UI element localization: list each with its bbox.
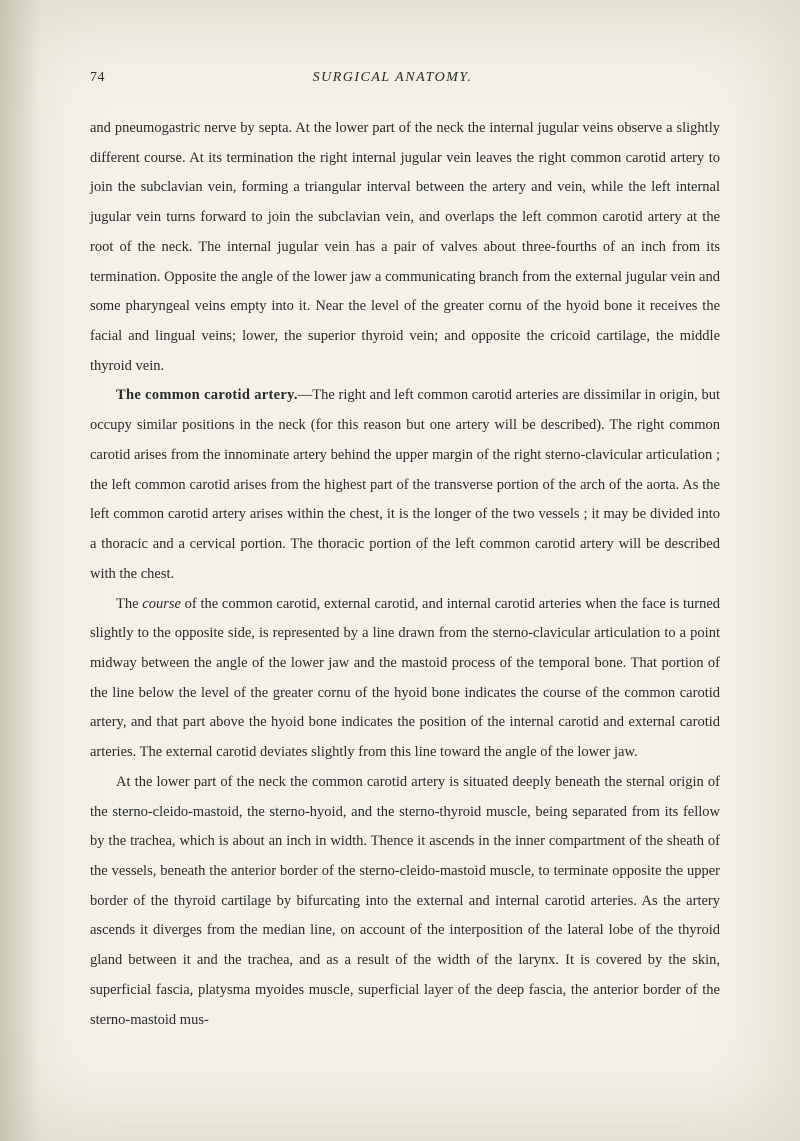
body-text: and pneumogastric nerve by septa. At the… bbox=[90, 114, 720, 1035]
header-title: SURGICAL ANATOMY. bbox=[105, 70, 720, 86]
paragraph-2-bold: The common carotid artery. bbox=[116, 387, 298, 403]
paragraph-2: The common carotid artery.—The right and… bbox=[90, 381, 720, 589]
page-header: 74 SURGICAL ANATOMY. bbox=[90, 70, 720, 86]
paragraph-1-text: and pneumogastric nerve by septa. At the… bbox=[90, 120, 720, 374]
paragraph-3-text: of the common carotid, external carotid,… bbox=[90, 596, 720, 761]
page-number: 74 bbox=[90, 70, 105, 86]
paragraph-3: The course of the common carotid, extern… bbox=[90, 590, 720, 768]
paragraph-4: At the lower part of the neck the common… bbox=[90, 768, 720, 1035]
paragraph-1: and pneumogastric nerve by septa. At the… bbox=[90, 114, 720, 381]
paragraph-3-pre: The bbox=[116, 596, 142, 612]
paragraph-4-text: At the lower part of the neck the common… bbox=[90, 774, 720, 1028]
page-content: 74 SURGICAL ANATOMY. and pneumogastric n… bbox=[0, 0, 800, 1095]
paragraph-2-text: —The right and left common carotid arter… bbox=[90, 387, 720, 581]
paragraph-3-italic: course bbox=[142, 596, 181, 612]
